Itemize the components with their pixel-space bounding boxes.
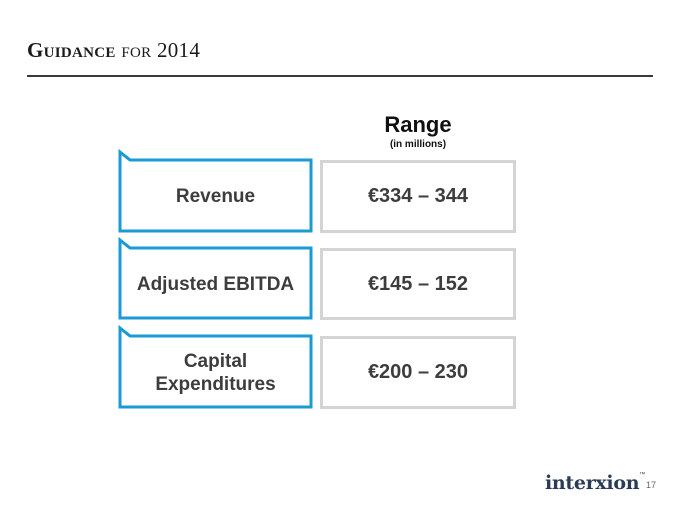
logo-trademark: ™	[639, 472, 645, 478]
page-number: 17	[646, 480, 657, 490]
range-subheading: (in millions)	[389, 139, 447, 150]
guidance-label-text: Revenue	[175, 186, 256, 207]
interxion-logo: interxion™	[545, 472, 645, 494]
slide-title-main: Guidance	[27, 38, 116, 62]
guidance-label-capex: Capital Expenditures	[118, 324, 313, 409]
logo-text: interxion	[545, 472, 640, 494]
slide-title: Guidance for 2014	[27, 38, 200, 63]
label-box-frame	[118, 148, 313, 233]
guidance-label-text: Adjusted EBITDA	[136, 273, 295, 295]
range-header: Range (in millions)	[320, 112, 516, 150]
guidance-value-revenue: €334 – 344	[320, 160, 516, 233]
title-divider	[27, 75, 653, 77]
guidance-label-ebitda: Adjusted EBITDA	[118, 236, 313, 320]
guidance-value-ebitda: €145 – 152	[320, 248, 516, 320]
slide-title-rest: for 2014	[121, 38, 201, 62]
guidance-label-text: Capital Expenditures	[155, 350, 276, 395]
label-box-frame	[118, 236, 313, 320]
guidance-label-revenue: Revenue	[118, 148, 313, 233]
range-heading: Range	[384, 112, 452, 137]
label-box-frame	[118, 324, 313, 409]
guidance-value-capex: €200 – 230	[320, 336, 516, 409]
